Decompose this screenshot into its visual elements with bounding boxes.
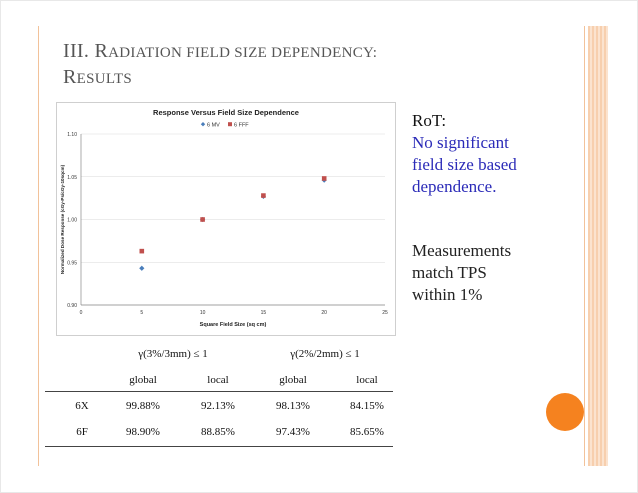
measurement-line: Measurements bbox=[412, 241, 512, 260]
legend-label-1: 6 FFF bbox=[234, 123, 249, 129]
measurement-line: within 1% bbox=[412, 285, 483, 304]
chart-svg: Response Versus Field Size Dependence 6 M… bbox=[60, 108, 388, 328]
measurement-line: match TPS bbox=[412, 263, 487, 282]
y-tick-label: 1.00 bbox=[67, 218, 77, 224]
x-tick-label: 25 bbox=[382, 310, 388, 316]
y-tick-label: 0.95 bbox=[67, 260, 77, 266]
x-tick-label: 0 bbox=[80, 310, 83, 316]
row-label: 6X bbox=[75, 400, 89, 412]
data-point-6mv bbox=[139, 265, 145, 271]
data-point-6fff bbox=[139, 248, 145, 254]
gamma-table: γ(3%/3mm) ≤ 1 γ(2%/2mm) ≤ 1 global local… bbox=[45, 340, 395, 450]
title-line-2: RESULTS bbox=[63, 66, 133, 88]
x-tick-label: 20 bbox=[321, 310, 327, 316]
left-accent-rule bbox=[38, 26, 39, 466]
column-header: local bbox=[356, 374, 378, 386]
orange-circle-decoration bbox=[546, 393, 584, 431]
table-rule bbox=[45, 391, 393, 392]
y-axis-label: Normalized Dose Response (cGy-Ps/cGy-10s… bbox=[60, 164, 65, 274]
column-header: global bbox=[129, 374, 157, 386]
table-cell: 88.85% bbox=[201, 426, 235, 438]
table-cell: 97.43% bbox=[276, 426, 310, 438]
x-tick-label: 10 bbox=[200, 310, 206, 316]
conclusion-line: No significant bbox=[412, 133, 509, 152]
slide-title: III. RADIATION FIELD SIZE DEPENDENCY: RE… bbox=[63, 39, 563, 91]
x-tick-label: 15 bbox=[261, 310, 267, 316]
group-header: γ(2%/2mm) ≤ 1 bbox=[290, 348, 360, 360]
right-accent-line bbox=[584, 26, 585, 466]
table-cell: 85.65% bbox=[350, 426, 384, 438]
title-line-1: III. RADIATION FIELD SIZE DEPENDENCY: bbox=[63, 40, 378, 62]
y-tick-label: 0.90 bbox=[67, 303, 77, 309]
table-rule bbox=[45, 446, 393, 447]
y-tick-label: 1.10 bbox=[67, 132, 77, 138]
x-axis-label: Square Field Size (sq cm) bbox=[200, 322, 267, 328]
data-point-6fff bbox=[200, 217, 205, 222]
table-cell: 98.90% bbox=[126, 426, 160, 438]
legend-marker-1 bbox=[228, 122, 232, 127]
right-accent-band bbox=[588, 26, 608, 466]
chart-title: Response Versus Field Size Dependence bbox=[153, 108, 299, 117]
table-cell: 84.15% bbox=[350, 400, 384, 412]
response-chart: Response Versus Field Size Dependence 6 M… bbox=[56, 102, 396, 336]
table-cell: 98.13% bbox=[276, 400, 310, 412]
data-point-6fff bbox=[321, 176, 327, 181]
legend-label-0: 6 MV bbox=[207, 123, 220, 129]
y-tick-label: 1.05 bbox=[67, 175, 77, 181]
conclusion-text: No significant field size based dependen… bbox=[412, 132, 552, 198]
rot-label: RoT: bbox=[412, 111, 447, 130]
column-header: local bbox=[207, 374, 229, 386]
legend-marker-0 bbox=[200, 122, 206, 127]
conclusion-line: dependence. bbox=[412, 177, 497, 196]
group-header: γ(3%/3mm) ≤ 1 bbox=[138, 348, 208, 360]
measurement-text: Measurements match TPS within 1% bbox=[412, 240, 562, 306]
column-header: global bbox=[279, 374, 307, 386]
table-cell: 99.88% bbox=[126, 400, 160, 412]
table-cell: 92.13% bbox=[201, 400, 235, 412]
x-tick-label: 5 bbox=[140, 310, 143, 316]
data-point-6fff bbox=[261, 193, 266, 198]
conclusion-line: field size based bbox=[412, 155, 517, 174]
row-label: 6F bbox=[76, 426, 88, 438]
